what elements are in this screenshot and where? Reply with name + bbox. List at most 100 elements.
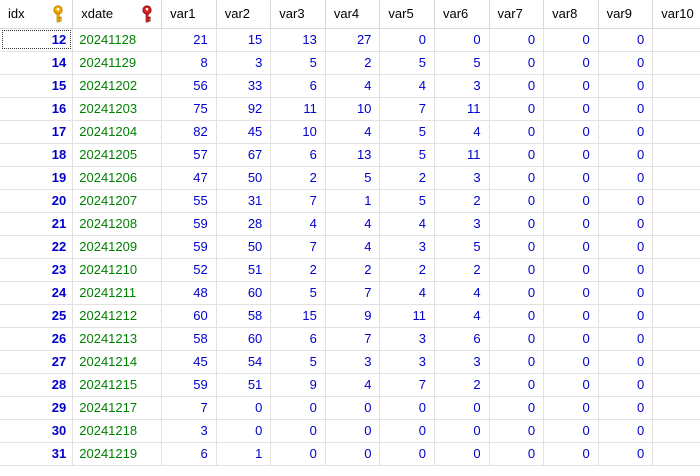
cell-var9[interactable]: 0 [598, 51, 654, 75]
cell-var8[interactable]: 0 [543, 28, 599, 52]
cell-var9[interactable]: 0 [598, 442, 654, 466]
cell-var7[interactable]: 0 [489, 97, 545, 121]
cell-var3[interactable]: 6 [270, 143, 326, 167]
cell-idx[interactable]: 28 [0, 373, 74, 397]
cell-var6[interactable]: 3 [434, 212, 490, 236]
cell-var6[interactable]: 0 [434, 442, 490, 466]
cell-idx[interactable]: 26 [0, 327, 74, 351]
cell-idx[interactable]: 23 [0, 258, 74, 282]
cell-var3[interactable]: 15 [270, 304, 326, 328]
cell-var4[interactable]: 4 [325, 74, 381, 98]
cell-var1[interactable]: 58 [161, 327, 217, 351]
cell-var10[interactable]: 0 [652, 281, 700, 305]
cell-idx[interactable]: 30 [0, 419, 74, 443]
cell-var10[interactable]: 0 [652, 74, 700, 98]
cell-var5[interactable]: 0 [379, 28, 435, 52]
cell-var3[interactable]: 5 [270, 350, 326, 374]
cell-var8[interactable]: 0 [543, 97, 599, 121]
cell-var6[interactable]: 0 [434, 396, 490, 420]
cell-var6[interactable]: 5 [434, 51, 490, 75]
cell-var1[interactable]: 3 [161, 419, 217, 443]
cell-var3[interactable]: 6 [270, 327, 326, 351]
cell-var6[interactable]: 0 [434, 28, 490, 52]
cell-var10[interactable]: 0 [652, 212, 700, 236]
cell-var1[interactable]: 7 [161, 396, 217, 420]
column-header-var8[interactable]: var8 [543, 0, 599, 29]
cell-xdate[interactable]: 20241204 [72, 120, 163, 144]
column-header-var10[interactable]: var10 [652, 0, 700, 29]
cell-var10[interactable]: 0 [652, 419, 700, 443]
cell-var7[interactable]: 0 [489, 281, 545, 305]
cell-var6[interactable]: 11 [434, 143, 490, 167]
cell-var1[interactable]: 48 [161, 281, 217, 305]
cell-xdate[interactable]: 20241214 [72, 350, 163, 374]
cell-var4[interactable]: 10 [325, 97, 381, 121]
cell-var6[interactable]: 2 [434, 189, 490, 213]
cell-var9[interactable]: 0 [598, 350, 654, 374]
cell-xdate[interactable]: 20241215 [72, 373, 163, 397]
cell-idx[interactable]: 19 [0, 166, 74, 190]
table-row[interactable]: 17202412048245104540000 [0, 120, 700, 144]
cell-var7[interactable]: 0 [489, 143, 545, 167]
cell-var4[interactable]: 2 [325, 51, 381, 75]
cell-var6[interactable]: 3 [434, 350, 490, 374]
cell-idx[interactable]: 20 [0, 189, 74, 213]
cell-var10[interactable]: 0 [652, 350, 700, 374]
cell-var9[interactable]: 0 [598, 258, 654, 282]
cell-var10[interactable]: 0 [652, 442, 700, 466]
cell-var9[interactable]: 0 [598, 166, 654, 190]
table-row[interactable]: 2820241215595194720000 [0, 373, 700, 397]
cell-var2[interactable]: 45 [216, 120, 272, 144]
cell-var2[interactable]: 67 [216, 143, 272, 167]
cell-var5[interactable]: 2 [379, 166, 435, 190]
cell-var1[interactable]: 82 [161, 120, 217, 144]
table-row[interactable]: 2120241208592844430000 [0, 212, 700, 236]
cell-var1[interactable]: 57 [161, 143, 217, 167]
cell-var10[interactable]: 0 [652, 304, 700, 328]
cell-var5[interactable]: 4 [379, 212, 435, 236]
table-row[interactable]: 252024121260581591140000 [0, 304, 700, 328]
cell-var9[interactable]: 0 [598, 189, 654, 213]
column-header-var2[interactable]: var2 [216, 0, 272, 29]
table-row[interactable]: 29202412177000000000 [0, 396, 700, 420]
cell-var5[interactable]: 0 [379, 396, 435, 420]
cell-var4[interactable]: 27 [325, 28, 381, 52]
cell-var6[interactable]: 2 [434, 258, 490, 282]
cell-var7[interactable]: 0 [489, 235, 545, 259]
cell-var6[interactable]: 11 [434, 97, 490, 121]
cell-xdate[interactable]: 20241219 [72, 442, 163, 466]
cell-var4[interactable]: 4 [325, 373, 381, 397]
cell-var6[interactable]: 6 [434, 327, 490, 351]
cell-var2[interactable]: 51 [216, 258, 272, 282]
cell-var8[interactable]: 0 [543, 258, 599, 282]
cell-var6[interactable]: 4 [434, 281, 490, 305]
cell-var2[interactable]: 60 [216, 327, 272, 351]
cell-idx[interactable]: 16 [0, 97, 74, 121]
cell-var8[interactable]: 0 [543, 166, 599, 190]
cell-xdate[interactable]: 20241210 [72, 258, 163, 282]
cell-var4[interactable]: 4 [325, 212, 381, 236]
cell-var7[interactable]: 0 [489, 51, 545, 75]
cell-var4[interactable]: 4 [325, 235, 381, 259]
cell-var5[interactable]: 7 [379, 97, 435, 121]
cell-var8[interactable]: 0 [543, 235, 599, 259]
table-row[interactable]: 182024120557676135110000 [0, 143, 700, 167]
cell-var3[interactable]: 6 [270, 74, 326, 98]
cell-var5[interactable]: 2 [379, 258, 435, 282]
cell-var2[interactable]: 54 [216, 350, 272, 374]
cell-var6[interactable]: 4 [434, 120, 490, 144]
cell-var4[interactable]: 1 [325, 189, 381, 213]
cell-var8[interactable]: 0 [543, 212, 599, 236]
table-row[interactable]: 2720241214455453330000 [0, 350, 700, 374]
cell-var3[interactable]: 5 [270, 281, 326, 305]
column-header-var5[interactable]: var5 [379, 0, 435, 29]
cell-xdate[interactable]: 20241207 [72, 189, 163, 213]
cell-var2[interactable]: 0 [216, 419, 272, 443]
table-row[interactable]: 30202412183000000000 [0, 419, 700, 443]
cell-var9[interactable]: 0 [598, 304, 654, 328]
table-row[interactable]: 122024112821151327000000 [0, 28, 700, 52]
cell-var2[interactable]: 0 [216, 396, 272, 420]
cell-var2[interactable]: 33 [216, 74, 272, 98]
cell-idx[interactable]: 27 [0, 350, 74, 374]
cell-var10[interactable]: 0 [652, 51, 700, 75]
